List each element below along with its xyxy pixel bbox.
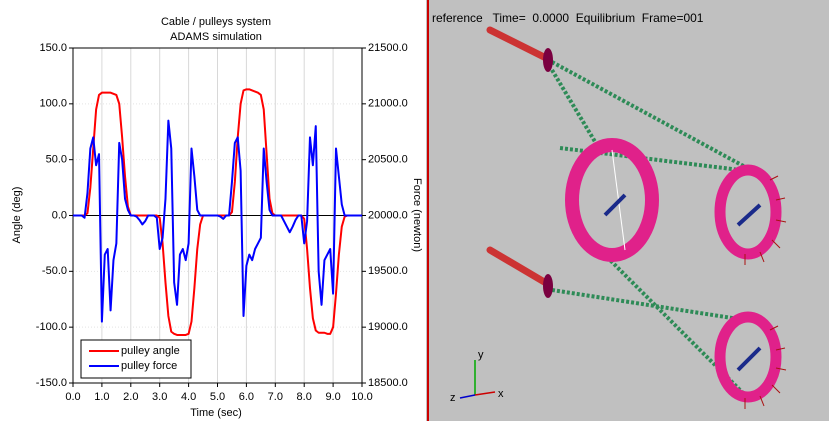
x-tick-label: 9.0 bbox=[325, 391, 340, 403]
chart-panel bbox=[0, 0, 426, 421]
cable bbox=[551, 288, 746, 322]
legend-label: pulley angle bbox=[121, 345, 180, 357]
chart-title: Cable / pulleys system bbox=[161, 16, 271, 28]
y2-tick-label: 18500.0 bbox=[368, 377, 408, 389]
pulley bbox=[565, 138, 659, 262]
y2-tick-label: 19000.0 bbox=[368, 321, 408, 333]
y2-tick-label: 20000.0 bbox=[368, 209, 408, 221]
y-tick-label: -50.0 bbox=[42, 265, 67, 277]
x-tick-label: 7.0 bbox=[268, 391, 283, 403]
y-tick-label: 50.0 bbox=[46, 154, 67, 166]
y2-tick-label: 21000.0 bbox=[368, 98, 408, 110]
y-axis-label: Angle (deg) bbox=[11, 187, 23, 244]
y2-tick-label: 20500.0 bbox=[368, 154, 408, 166]
triad-label: y bbox=[478, 349, 484, 361]
y-tick-label: 150.0 bbox=[39, 42, 67, 54]
y-tick-label: -100.0 bbox=[36, 321, 67, 333]
legend-box bbox=[80, 339, 192, 379]
x-tick-label: 4.0 bbox=[181, 391, 196, 403]
chart-subtitle: ADAMS simulation bbox=[170, 31, 262, 43]
pulley bbox=[714, 164, 782, 260]
x-axis-label: Time (sec) bbox=[190, 407, 242, 419]
force-vectors bbox=[744, 175, 787, 409]
x-tick-label: 10.0 bbox=[351, 391, 372, 403]
triad-axis bbox=[459, 394, 476, 399]
joint-marker bbox=[736, 346, 762, 372]
data-line bbox=[73, 119, 362, 323]
y-tick-label: -150.0 bbox=[36, 377, 67, 389]
joint-marker bbox=[736, 203, 762, 227]
triad-axis bbox=[474, 391, 496, 396]
x-tick-label: 6.0 bbox=[239, 391, 254, 403]
hub bbox=[543, 48, 553, 72]
chart: Cable / pulleys system ADAMS simulation … bbox=[11, 16, 423, 419]
y-tick-label: 100.0 bbox=[39, 98, 67, 110]
shaft bbox=[486, 26, 550, 62]
x-tick-label: 5.0 bbox=[210, 391, 225, 403]
x-tick-label: 0.0 bbox=[65, 391, 80, 403]
cable bbox=[551, 60, 761, 177]
status-text: reference Time= 0.0000 Equilibrium Frame… bbox=[432, 11, 704, 25]
y2-tick-label: 19500.0 bbox=[368, 265, 408, 277]
joint-marker bbox=[603, 193, 627, 217]
pulley bbox=[714, 311, 782, 403]
3d-viewport: reference Time= 0.0000 Equilibrium Frame… bbox=[426, 0, 829, 421]
shaft bbox=[486, 246, 550, 287]
x-tick-label: 2.0 bbox=[123, 391, 138, 403]
triad-label: z bbox=[450, 392, 456, 404]
hub bbox=[543, 274, 553, 298]
cable bbox=[550, 68, 602, 152]
y2-axis-label: Force (newton) bbox=[411, 178, 423, 252]
viewport-background bbox=[426, 0, 829, 421]
y2-tick-label: 21500.0 bbox=[368, 42, 408, 54]
triad-label: x bbox=[498, 388, 504, 400]
x-tick-label: 3.0 bbox=[152, 391, 167, 403]
y-tick-label: 0.0 bbox=[52, 209, 67, 221]
x-tick-label: 8.0 bbox=[297, 391, 312, 403]
legend-label: pulley force bbox=[121, 360, 177, 372]
x-tick-label: 1.0 bbox=[94, 391, 109, 403]
